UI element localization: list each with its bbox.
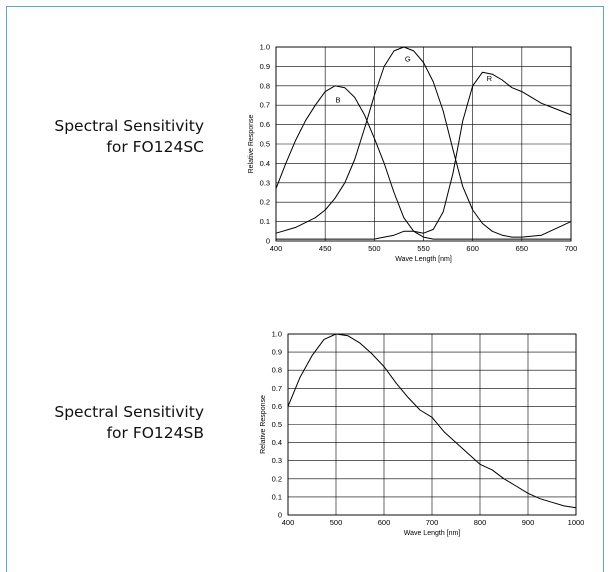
x-axis-title: Wave Length [nm]: [395, 256, 452, 263]
page-frame: [6, 6, 604, 572]
y-tick-label: 0.8: [272, 366, 282, 375]
x-tick-label: 700: [565, 244, 578, 253]
y-tick-label: 0.5: [260, 140, 270, 149]
y-tick-label: 0.4: [260, 159, 270, 168]
series-line-g: [275, 46, 572, 238]
x-axis-title: Wave Length [nm]: [404, 530, 461, 537]
caption-line-model: for FO124SB: [106, 424, 204, 442]
x-tick-label: 500: [368, 244, 381, 253]
y-tick-label: 0.9: [260, 62, 270, 71]
chart-caption-fo124sc: Spectral Sensitivity for FO124SC: [4, 116, 204, 158]
y-tick-label: 1.0: [260, 43, 270, 52]
x-tick-label: 400: [270, 244, 283, 253]
series-line-b: [275, 85, 571, 240]
y-tick-label: 0.6: [272, 402, 282, 411]
y-tick-label: 0.5: [272, 420, 282, 429]
y-axis-title: Relative Response: [248, 115, 255, 174]
y-tick-label: 0.7: [272, 384, 282, 393]
x-tick-label: 600: [378, 518, 391, 527]
y-tick-label: 0.3: [272, 456, 282, 465]
series-line: [287, 333, 577, 509]
x-tick-label: 700: [426, 518, 439, 527]
y-tick-label: 0.9: [272, 348, 282, 357]
series-label: R: [487, 74, 493, 83]
x-tick-label: 600: [466, 244, 479, 253]
x-tick-label: 450: [319, 244, 332, 253]
series-label: G: [405, 55, 411, 64]
x-tick-label: 400: [282, 518, 295, 527]
x-tick-label: 500: [330, 518, 343, 527]
y-tick-label: 0: [278, 511, 282, 520]
x-tick-label: 550: [417, 244, 430, 253]
y-tick-label: 0.1: [260, 217, 270, 226]
y-tick-label: 0.2: [260, 198, 270, 207]
y-tick-label: 0: [266, 237, 270, 246]
y-tick-label: 0.3: [260, 178, 270, 187]
series-label: B: [335, 95, 340, 104]
x-tick-label: 800: [474, 518, 487, 527]
x-tick-label: 900: [522, 518, 535, 527]
x-tick-label: 1000: [568, 518, 585, 527]
caption-line-title: Spectral Sensitivity: [54, 117, 204, 135]
y-tick-label: 1.0: [272, 330, 282, 339]
x-tick-label: 650: [516, 244, 529, 253]
y-axis-title: Relative Response: [260, 395, 267, 454]
y-tick-label: 0.7: [260, 101, 270, 110]
y-tick-label: 0.6: [260, 120, 270, 129]
plot-border: [287, 333, 577, 516]
series-line-r: [276, 71, 572, 240]
y-tick-label: 0.2: [272, 474, 282, 483]
y-tick-label: 0.8: [260, 81, 270, 90]
caption-line-model: for FO124SC: [106, 138, 204, 156]
caption-line-title: Spectral Sensitivity: [54, 403, 204, 421]
plot-border: [275, 46, 572, 242]
chart-caption-fo124sb: Spectral Sensitivity for FO124SB: [4, 402, 204, 444]
y-tick-label: 0.4: [272, 438, 282, 447]
y-tick-label: 0.1: [272, 492, 282, 501]
